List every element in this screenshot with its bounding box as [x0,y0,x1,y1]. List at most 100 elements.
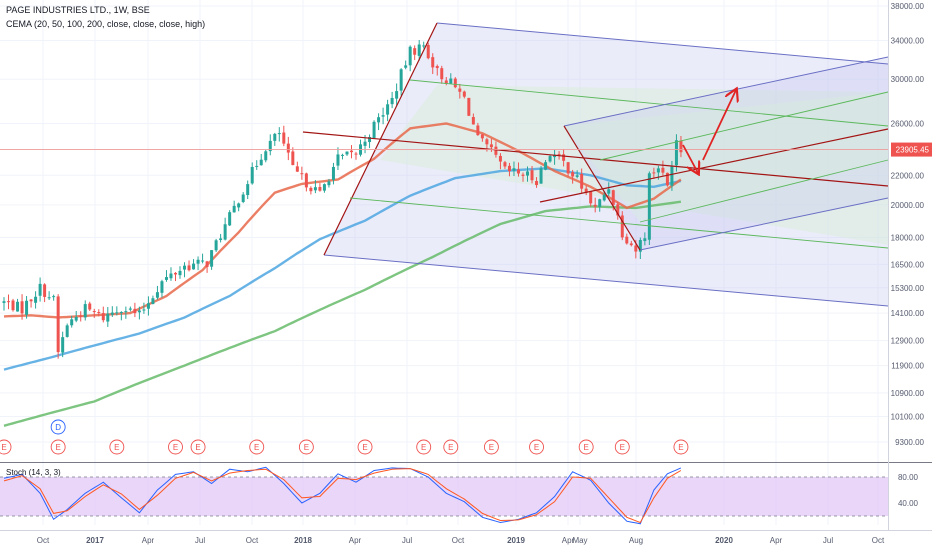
green-pitchfork-fill [380,85,888,245]
candle-body [656,168,660,173]
candle-body [304,173,308,188]
candle-body [2,301,6,303]
earnings-marker: E [168,439,183,455]
candle-body [282,132,286,144]
candle-body [133,308,137,314]
candle-body [571,172,575,177]
candle-body [435,66,439,69]
stoch-band [0,477,888,516]
earnings-circle [614,439,630,455]
candle-body [386,104,390,115]
time-tick-label: 2018 [294,536,312,545]
candle-body [553,154,557,158]
earnings-label: E [55,443,60,452]
candle-body [354,153,358,155]
candle-body [368,136,372,143]
earnings-marker: E [578,439,594,455]
candle-body [241,194,245,202]
price-tick-label: 10100.00 [891,412,925,421]
time-tick-label: 2020 [715,536,733,545]
candle-body [309,187,313,192]
grid [0,0,888,525]
candle-body [246,184,250,196]
candle-body [327,181,331,186]
earnings-marker: E [529,439,544,455]
arrow-down [682,144,698,173]
candle-body [228,212,232,226]
channel-green-upper [599,91,889,161]
candle-body [625,236,629,244]
candle-body [83,304,87,318]
candle-body [124,311,128,313]
candles-layer [2,40,683,359]
pitchfork-lower-line [323,254,889,307]
price-tick-label: 20000.00 [891,201,925,210]
last-price-tag [891,142,932,157]
candle-body [20,301,24,314]
earnings-circle [249,439,265,455]
green-channel-fill [564,92,888,222]
candle-body [431,57,435,68]
candle-body [173,272,177,275]
candle-body [205,261,209,267]
candle-body [38,283,42,296]
candle-body [88,303,92,310]
candle-body [611,190,615,205]
candle-body [584,188,588,193]
candle-body [34,296,38,303]
candle-body [679,140,683,153]
earnings-label: E [254,443,259,452]
candle-body [535,181,539,186]
candle-body [106,313,110,322]
dividend-marker: D [50,419,66,435]
earnings-label: E [584,443,589,452]
candle-body [507,165,511,172]
time-tick-label: Jul [195,536,205,545]
earnings-marker: E [614,439,630,455]
ema-200-line [3,200,682,427]
candle-body [598,199,602,207]
candle-body [566,162,570,174]
stoch-k-line [3,466,682,525]
candle-body [345,151,349,155]
candle-body [661,167,665,173]
candle-body [620,215,624,238]
price-tick-label: 15300.00 [891,284,925,293]
candle-body [548,156,552,162]
time-tick-label: 2019 [507,536,525,545]
candle-body [539,168,543,184]
candle-body [47,297,51,299]
candle-body [643,238,647,242]
candle-body [512,168,516,171]
earnings-marker: E [483,439,499,455]
candle-body [65,325,69,337]
time-tick-label: Oct [37,536,50,545]
earnings-label: E [114,443,119,452]
candle-body [250,166,254,184]
earnings-label: E [195,443,200,452]
earnings-label: E [534,443,539,452]
last-price-label: 23905.45 [896,146,930,155]
candle-body [214,240,218,251]
candle-body [210,250,214,267]
candle-body [43,284,47,297]
candle-body [277,133,281,135]
candle-body [634,245,638,252]
candle-body [363,141,367,146]
price-tick-label: 30000.00 [891,75,925,84]
candle-body [237,203,241,208]
time-tick-label: Apr [770,536,783,545]
price-tick-label: 38000.00 [891,2,925,11]
candle-body [440,68,444,80]
candle-body [259,159,263,166]
candle-body [426,44,430,59]
candle-body [137,310,141,313]
candle-body [395,91,399,99]
time-tick-label: Jul [823,536,833,545]
candle-body [128,308,132,310]
earnings-circle [0,439,12,455]
candle-body [25,300,29,315]
